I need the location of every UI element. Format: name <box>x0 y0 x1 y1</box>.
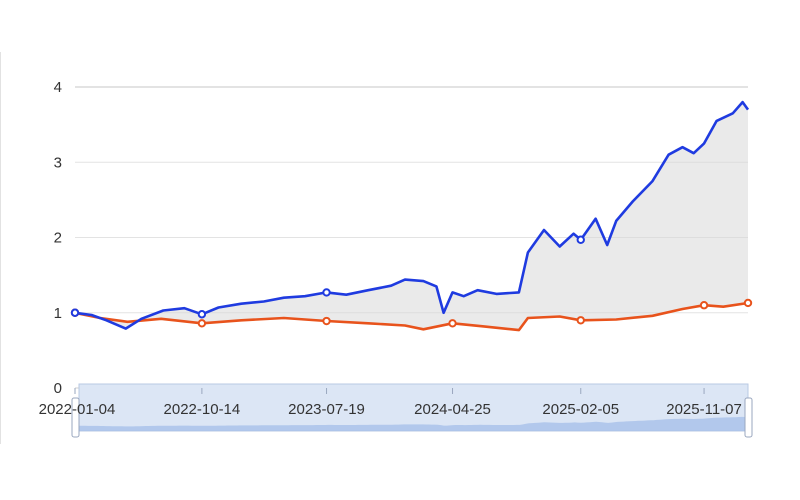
series-markers <box>70 235 753 328</box>
y-tick-label: 3 <box>54 154 62 171</box>
y-axis-ticks: 0 1 2 3 4 <box>54 79 62 397</box>
series-marker <box>322 288 331 297</box>
shaded-area <box>75 102 748 331</box>
y-tick-label: 0 <box>54 380 62 397</box>
series-marker <box>743 298 753 308</box>
series-marker <box>197 319 207 328</box>
series-marker <box>699 301 709 310</box>
series-marker <box>448 319 457 328</box>
zoom-handle-left[interactable] <box>71 397 80 438</box>
x-tick-label: 2025-11-07 <box>666 401 742 418</box>
x-tick-label: 2022-01-04 <box>39 401 116 418</box>
series-marker <box>576 235 585 244</box>
datazoom-slider[interactable] <box>71 383 753 438</box>
x-tick-label: 2024-04-25 <box>414 401 491 418</box>
chart-frame-line <box>0 52 1 444</box>
x-tick-label: 2025-02-05 <box>542 401 619 418</box>
y-tick-label: 4 <box>54 79 62 96</box>
area-between-series <box>75 102 748 331</box>
y-tick-label: 2 <box>54 230 62 247</box>
zoom-preview <box>79 416 748 431</box>
zoom-handle-right[interactable] <box>744 397 753 438</box>
x-tick-label: 2023-07-19 <box>288 401 365 418</box>
series-marker <box>70 308 80 317</box>
series-marker <box>576 316 585 325</box>
x-tick-label: 2022-10-14 <box>164 401 241 418</box>
series-marker <box>197 310 207 319</box>
x-axis-ticks: 2022-01-04 2022-10-14 2023-07-19 2024-04-25… <box>39 388 742 418</box>
series-marker <box>322 316 331 326</box>
y-tick-label: 1 <box>54 305 62 322</box>
